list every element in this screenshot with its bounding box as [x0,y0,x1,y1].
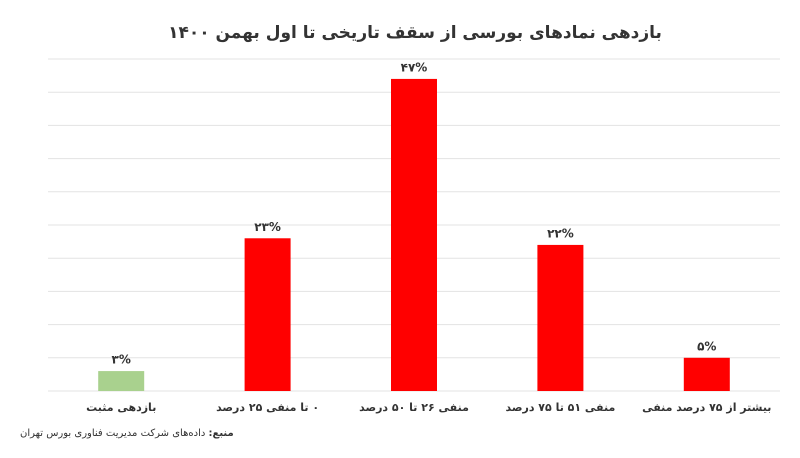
source-label: منبع: [208,428,234,439]
bar [683,357,730,391]
chart-title: بازدهی نمادهای بورسی از سقف تاریخی تا او… [168,23,662,43]
bar [98,371,145,391]
data-label: ۵% [697,339,716,353]
bar [244,238,291,391]
x-tick-label: ۰ تا منفی ۲۵ درصد [216,401,319,414]
data-label: ۴۷% [401,60,428,74]
x-tick-label: منفی ۲۶ تا ۵۰ درصد [359,401,469,414]
x-tick-label: بازدهی مثبت [86,401,156,414]
bar [537,244,584,391]
data-label: ۳% [112,353,131,367]
bar [391,78,437,392]
source: منبع: داده‌های شرکت مدیریت فناوری بورس ت… [20,428,234,439]
data-label: ۲۲% [547,226,574,240]
data-label: ۲۳% [254,220,281,234]
x-tick-label: منفی ۵۱ تا ۷۵ درصد [506,401,616,414]
x-tick-label: بیشتر از ۷۵ درصد منفی [642,401,771,414]
source-text: داده‌های شرکت مدیریت فناوری بورس تهران [20,428,206,439]
